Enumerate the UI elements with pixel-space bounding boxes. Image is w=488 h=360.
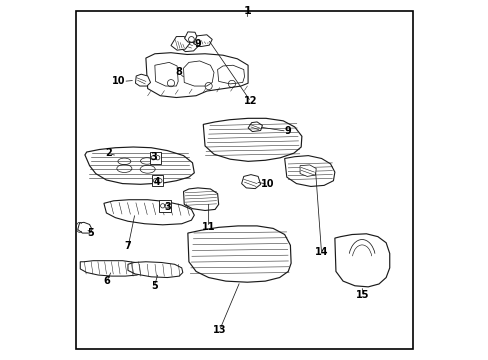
Polygon shape [247, 122, 262, 132]
Polygon shape [217, 65, 244, 84]
Polygon shape [85, 147, 194, 184]
Polygon shape [184, 32, 198, 42]
Text: 9: 9 [194, 39, 201, 49]
Polygon shape [187, 226, 290, 282]
Polygon shape [159, 200, 170, 212]
Polygon shape [171, 37, 190, 50]
Polygon shape [241, 175, 260, 189]
Text: 6: 6 [103, 276, 110, 286]
Polygon shape [149, 152, 161, 163]
Text: 5: 5 [150, 281, 157, 291]
Polygon shape [104, 200, 194, 225]
Text: 4: 4 [153, 177, 160, 187]
Polygon shape [128, 262, 183, 278]
Text: 5: 5 [87, 228, 94, 238]
Text: 2: 2 [104, 148, 111, 158]
Polygon shape [183, 61, 214, 86]
Text: 10: 10 [111, 76, 125, 86]
Polygon shape [300, 165, 316, 176]
Polygon shape [193, 35, 212, 46]
Text: 1: 1 [243, 6, 251, 16]
Text: 3: 3 [163, 202, 170, 212]
Polygon shape [284, 156, 334, 186]
Polygon shape [80, 261, 143, 276]
Text: 14: 14 [314, 247, 327, 257]
Polygon shape [180, 41, 198, 51]
Text: 10: 10 [261, 179, 274, 189]
Text: 12: 12 [244, 96, 257, 106]
Polygon shape [145, 53, 247, 98]
Text: 15: 15 [355, 291, 369, 301]
Text: 3: 3 [150, 152, 157, 162]
Polygon shape [135, 74, 150, 86]
Polygon shape [203, 118, 301, 161]
Polygon shape [155, 62, 178, 86]
Polygon shape [78, 222, 92, 233]
Text: 9: 9 [284, 126, 290, 135]
Polygon shape [152, 175, 163, 186]
Polygon shape [334, 234, 389, 287]
Text: 7: 7 [124, 241, 131, 251]
Polygon shape [183, 188, 218, 211]
Text: 8: 8 [175, 67, 183, 77]
Text: 13: 13 [212, 325, 225, 335]
Text: 11: 11 [202, 222, 215, 231]
